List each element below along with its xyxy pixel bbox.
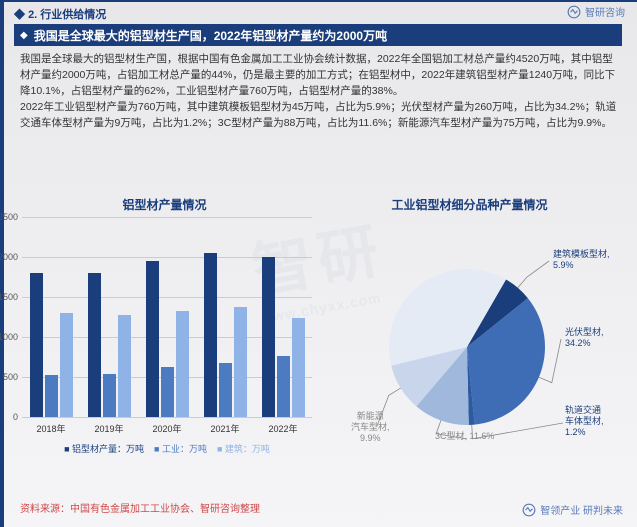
brand-text: 智研咨询 — [585, 4, 625, 19]
pie-slice-label: 3C型材, 11.6% — [435, 431, 494, 442]
bar-chart-legend: ■ 铝型材产量：万吨 ■ 工业：万吨 ■ 建筑：万吨 — [22, 442, 312, 455]
section-title-text: 2. 行业供给情况 — [28, 9, 106, 21]
bar — [146, 261, 159, 417]
bar-chart: 050010001500200025002018年2019年2020年2021年… — [22, 217, 312, 447]
brand-top-right: 智研咨询 — [567, 4, 625, 19]
brand-footer: 智领产业 研判未来 — [522, 502, 623, 517]
legend-label: ■ 建筑：万吨 — [217, 442, 270, 455]
bar — [103, 374, 116, 417]
headline-text: 我国是全球最大的铝型材生产国，2022年铝型材产量约为2000万吨 — [34, 27, 387, 44]
paragraph-1: 我国是全球最大的铝型材生产国，根据中国有色金属加工工业协会统计数据，2022年全… — [20, 52, 620, 99]
pie-chart-title: 工业铝型材细分品种产量情况 — [317, 196, 622, 213]
x-axis-tick-label: 2020年 — [152, 422, 181, 435]
pie-leader-line — [518, 261, 549, 288]
y-axis-tick-label: 1000 — [0, 332, 18, 342]
bar — [118, 315, 131, 417]
pie-slice-label: 光伏型材,34.2% — [565, 327, 604, 349]
section-title: ◆ 2. 行业供给情况 — [14, 6, 106, 22]
pie-chart-column: 工业铝型材细分品种产量情况 建筑模板型材,5.9% 光伏型材,34.2% 轨道交通车… — [317, 196, 622, 486]
diamond-icon: ◆ — [20, 30, 28, 41]
bar — [30, 273, 43, 417]
bar — [219, 363, 232, 417]
bar — [161, 367, 174, 417]
x-axis-labels: 2018年 2019年 2020年 2021年 2022年 — [22, 422, 312, 435]
bar — [204, 253, 217, 417]
x-axis-tick-label: 2022年 — [268, 422, 297, 435]
bar-group — [146, 261, 189, 417]
body-text-block: 我国是全球最大的铝型材生产国，根据中国有色金属加工工业协会统计数据，2022年全… — [20, 52, 620, 133]
pie-slice-label: 轨道交通车体型材,1.2% — [565, 405, 604, 437]
paragraph-2: 2022年工业铝型材产量为760万吨，其中建筑模板铝型材为45万吨，占比为5.9… — [20, 100, 620, 132]
bar-group — [88, 273, 131, 417]
bar-group — [262, 257, 305, 417]
top-border — [0, 0, 637, 2]
bar-chart-column: 铝型材产量情况 050010001500200025002018年2019年20… — [12, 196, 317, 486]
pie-slice-label: 建筑模板型材,5.9% — [553, 249, 610, 271]
y-axis-tick-label: 2000 — [0, 252, 18, 262]
brand-icon — [567, 5, 581, 19]
footer-text: 智领产业 研判未来 — [540, 502, 623, 517]
legend-item: ■ 工业：万吨 — [154, 442, 207, 455]
bar-group — [204, 253, 247, 417]
bar-chart-title: 铝型材产量情况 — [12, 196, 317, 213]
brand-icon — [522, 503, 536, 517]
bar — [176, 311, 189, 417]
section-bullet: ◆ — [14, 9, 28, 21]
legend-label: ■ 铝型材产量：万吨 — [64, 442, 144, 455]
bar — [277, 356, 290, 417]
bar — [60, 313, 73, 417]
source-text: 资料来源：中国有色金属加工工业协会、智研咨询整理 — [20, 500, 260, 515]
gridline — [22, 417, 312, 418]
legend-item: ■ 铝型材产量：万吨 — [64, 442, 144, 455]
x-axis-tick-label: 2019年 — [94, 422, 123, 435]
y-axis-tick-label: 2500 — [0, 212, 18, 222]
x-axis-tick-label: 2021年 — [210, 422, 239, 435]
bar — [262, 257, 275, 417]
headline-banner: ◆ 我国是全球最大的铝型材生产国，2022年铝型材产量约为2000万吨 — [14, 24, 622, 46]
charts-row: 铝型材产量情况 050010001500200025002018年2019年20… — [12, 196, 622, 486]
legend-label: ■ 工业：万吨 — [154, 442, 207, 455]
legend-item: ■ 建筑：万吨 — [217, 442, 270, 455]
y-axis-tick-label: 0 — [0, 412, 18, 422]
pie-slice-label: 新能源汽车型材,9.9% — [351, 411, 390, 443]
left-accent-bar — [0, 0, 4, 527]
bars-area — [22, 217, 312, 417]
bar — [234, 307, 247, 417]
bar — [45, 375, 58, 417]
pie-chart: 建筑模板型材,5.9% 光伏型材,34.2% 轨道交通车体型材,1.2% 3C型材, … — [317, 217, 617, 467]
bar — [88, 273, 101, 417]
bar — [292, 318, 305, 417]
x-axis-tick-label: 2018年 — [36, 422, 65, 435]
y-axis-tick-label: 1500 — [0, 292, 18, 302]
bar-group — [30, 273, 73, 417]
y-axis-tick-label: 500 — [0, 372, 18, 382]
